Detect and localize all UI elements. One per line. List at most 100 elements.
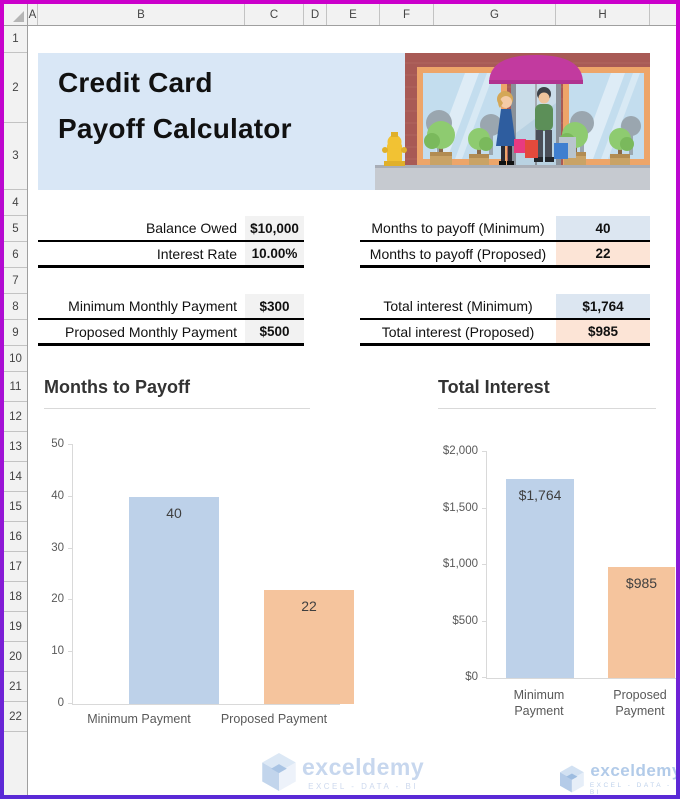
total-interest-minimum-cell[interactable]: $1,764 (556, 294, 650, 318)
row-header-10[interactable]: 10 (4, 346, 27, 372)
table-row-proposed-payment: Proposed Monthly Payment $500 (38, 320, 304, 346)
plot-area: 50 40 30 20 10 0 40 22 (51, 438, 354, 709)
column-header-d[interactable]: D (304, 4, 327, 25)
row-header-11[interactable]: 11 (4, 372, 27, 402)
row-header-18[interactable]: 18 (4, 582, 27, 612)
fire-hydrant (382, 132, 407, 166)
y-tick-label: 50 (51, 438, 64, 450)
y-axis: 50 40 30 20 10 0 (51, 438, 340, 709)
y-tick-label: $1,000 (442, 558, 478, 570)
spreadsheet-sheet: A B C D E F G H 1 2 3 4 5 6 7 8 9 10 11 … (4, 4, 676, 795)
sheet-grid: Credit Card Payoff Calculator (28, 26, 676, 795)
y-tick-mark (68, 444, 73, 445)
row-header-12[interactable]: 12 (4, 402, 27, 432)
bar-minimum-payment[interactable]: 40 (129, 496, 219, 704)
total-interest-minimum-label[interactable]: Total interest (Minimum) (383, 298, 533, 314)
months-to-payoff-chart[interactable]: Months to Payoff 50 40 30 20 10 0 40 22 Minim… (38, 372, 354, 754)
row-header-19[interactable]: 19 (4, 612, 27, 642)
column-headers: A B C D E F G H (28, 4, 676, 26)
proposed-monthly-payment-cell[interactable]: $500 (245, 320, 304, 343)
x-category-proposed: Proposed Payment (220, 712, 328, 726)
total-interest-proposed-label[interactable]: Total interest (Proposed) (381, 323, 535, 340)
chart-title: Total Interest (438, 377, 550, 397)
months-payoff-proposed-cell[interactable]: 22 (556, 242, 650, 265)
bar-proposed-payment[interactable]: $985 (608, 566, 675, 678)
column-header-partial[interactable] (650, 4, 676, 25)
results-table: Months to payoff (Minimum) 40 Months to … (360, 216, 650, 350)
exceldemy-cube-icon (560, 765, 584, 792)
column-header-a[interactable]: A (28, 4, 38, 25)
months-payoff-proposed-label[interactable]: Months to payoff (Proposed) (369, 245, 547, 262)
row-header-4[interactable]: 4 (4, 190, 27, 216)
y-tick-mark (68, 651, 73, 653)
row-header-21[interactable]: 21 (4, 672, 27, 702)
total-interest-proposed-cell[interactable]: $985 (556, 320, 650, 343)
column-header-c[interactable]: C (245, 4, 304, 25)
table-row-months-proposed: Months to payoff (Proposed) 22 (360, 242, 650, 268)
y-tick-mark (482, 564, 487, 565)
y-tick-label: $500 (452, 614, 478, 627)
column-header-g[interactable]: G (434, 4, 556, 25)
x-category-minimum: Minimum Payment (87, 712, 191, 726)
y-tick-mark (482, 451, 487, 452)
minimum-monthly-payment-label[interactable]: Minimum Monthly Payment (68, 298, 237, 314)
column-header-e[interactable]: E (327, 4, 380, 25)
storefront-illustration (375, 53, 650, 190)
sidewalk (375, 165, 650, 190)
select-all-triangle-icon (13, 11, 24, 22)
interest-rate-label[interactable]: Interest Rate (156, 245, 237, 262)
row-header-16[interactable]: 16 (4, 522, 27, 552)
row-header-9[interactable]: 9 (4, 320, 27, 346)
months-payoff-minimum-label[interactable]: Months to payoff (Minimum) (371, 220, 545, 236)
minimum-monthly-payment-cell[interactable]: $300 (245, 294, 304, 318)
interest-rate-cell[interactable]: 10.00% (245, 242, 304, 265)
row-header-8[interactable]: 8 (4, 294, 27, 320)
bar-data-label: $1,764 (518, 486, 562, 503)
chart-title: Months to Payoff (44, 377, 190, 397)
column-header-f[interactable]: F (380, 4, 434, 25)
bar-proposed-payment[interactable]: 22 (264, 590, 354, 704)
row-header-17[interactable]: 17 (4, 552, 27, 582)
shopper-man (525, 87, 576, 162)
chart-title-underline (438, 408, 656, 409)
row-header-14[interactable]: 14 (4, 462, 27, 492)
y-tick-label: 10 (51, 645, 64, 658)
page-title: Credit Card Payoff Calculator (58, 60, 292, 152)
row-header-3[interactable]: 3 (4, 123, 27, 190)
balance-owed-cell[interactable]: $10,000 (245, 216, 304, 240)
table-row-interest-proposed: Total interest (Proposed) $985 (360, 320, 650, 346)
bar-data-label: 22 (301, 598, 317, 615)
select-all-button[interactable] (4, 4, 28, 26)
y-tick-label: $0 (465, 671, 478, 683)
table-row-months-minimum: Months to payoff (Minimum) 40 (360, 216, 650, 242)
row-header-6[interactable]: 6 (4, 242, 27, 268)
y-tick-mark (482, 677, 487, 678)
column-header-b[interactable]: B (38, 4, 245, 25)
months-payoff-minimum-cell[interactable]: 40 (556, 216, 650, 240)
row-header-5[interactable]: 5 (4, 216, 27, 242)
page-title-line2: Payoff Calculator (58, 113, 292, 144)
bar-data-label: 40 (166, 504, 182, 521)
row-header-20[interactable]: 20 (4, 642, 27, 672)
row-header-22[interactable]: 22 (4, 702, 27, 732)
row-header-7[interactable]: 7 (4, 268, 27, 294)
y-tick-label: 30 (51, 541, 64, 554)
row-header-1[interactable]: 1 (4, 26, 27, 53)
y-tick-mark (68, 599, 73, 601)
proposed-monthly-payment-label[interactable]: Proposed Monthly Payment (65, 323, 237, 340)
total-interest-chart[interactable]: Total Interest $2,000 $1,500 $1,000 $500 $0 … (434, 372, 676, 754)
y-tick-mark (68, 547, 73, 549)
title-banner[interactable]: Credit Card Payoff Calculator (38, 53, 650, 190)
bar-minimum-payment[interactable]: $1,764 (506, 478, 574, 678)
x-category-proposed: Proposed Payment (613, 688, 667, 719)
exceldemy-watermark-center: exceldemy EXCEL - DATA - BI (262, 753, 424, 791)
row-header-15[interactable]: 15 (4, 492, 27, 522)
y-tick-mark (68, 703, 73, 704)
column-header-h[interactable]: H (556, 4, 650, 25)
y-tick-label: $1,500 (442, 501, 478, 514)
row-header-2[interactable]: 2 (4, 53, 27, 123)
row-header-13[interactable]: 13 (4, 432, 27, 462)
table-row-interest-minimum: Total interest (Minimum) $1,764 (360, 294, 650, 320)
awning (489, 55, 583, 84)
balance-owed-label[interactable]: Balance Owed (145, 220, 237, 236)
